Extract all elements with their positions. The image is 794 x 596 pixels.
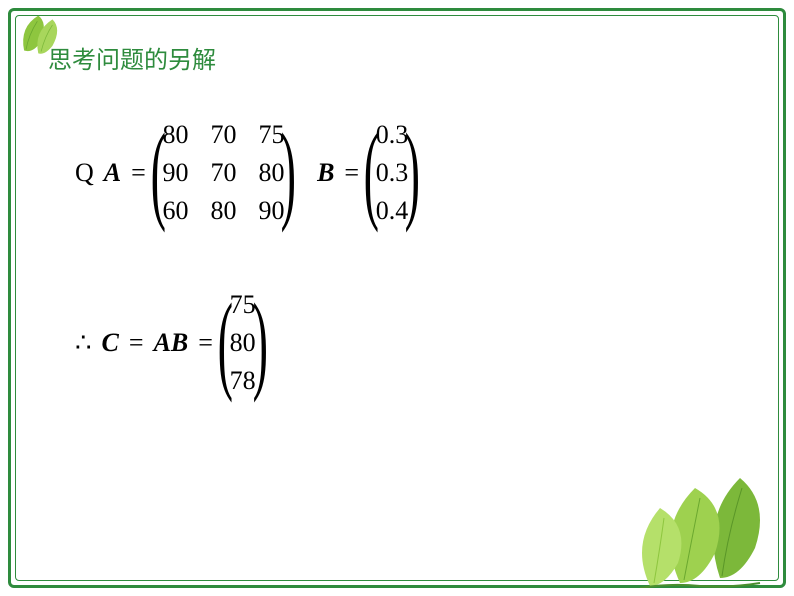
paren-right: ) <box>252 300 267 386</box>
paren-left: ( <box>150 130 165 216</box>
cell: 0.3 <box>376 120 409 150</box>
cell: 60 <box>162 196 188 226</box>
matrix-a: ( 80 70 75 90 70 80 60 80 90 ) <box>154 120 293 226</box>
cell: 80 <box>162 120 188 150</box>
var-a2: A <box>154 328 171 358</box>
var-b: B <box>317 158 334 188</box>
var-a: A <box>104 158 121 188</box>
leaf-decoration-bottom <box>600 448 780 588</box>
equals-3: = <box>129 328 144 358</box>
matrix-b-grid: 0.3 0.3 0.4 <box>376 120 409 226</box>
var-b2: B <box>171 328 188 358</box>
cell: 80 <box>210 196 236 226</box>
matrix-a-grid: 80 70 75 90 70 80 60 80 90 <box>162 120 284 226</box>
equals-4: = <box>198 328 213 358</box>
cell: 0.4 <box>376 196 409 226</box>
cell: 90 <box>162 158 188 188</box>
cell: 70 <box>210 158 236 188</box>
paren-right: ) <box>281 130 296 216</box>
matrix-c: ( 75 80 78 ) <box>221 290 264 396</box>
equals-1: = <box>131 158 146 188</box>
equals-2: = <box>344 158 359 188</box>
prefix-q: Q <box>75 158 94 188</box>
paren-left: ( <box>364 130 379 216</box>
equation-row-1: Q A = ( 80 70 75 90 70 80 60 80 90 ) B =… <box>75 120 419 226</box>
cell: 70 <box>210 120 236 150</box>
matrix-b: ( 0.3 0.3 0.4 ) <box>367 120 417 226</box>
cell: 0.3 <box>376 158 409 188</box>
var-c: C <box>102 328 119 358</box>
slide-title: 思考问题的另解 <box>48 40 216 75</box>
paren-right: ) <box>405 130 420 216</box>
therefore-symbol: ∴ <box>75 328 92 358</box>
equation-row-2: ∴ C = A B = ( 75 80 78 ) <box>75 290 266 396</box>
paren-left: ( <box>218 300 233 386</box>
